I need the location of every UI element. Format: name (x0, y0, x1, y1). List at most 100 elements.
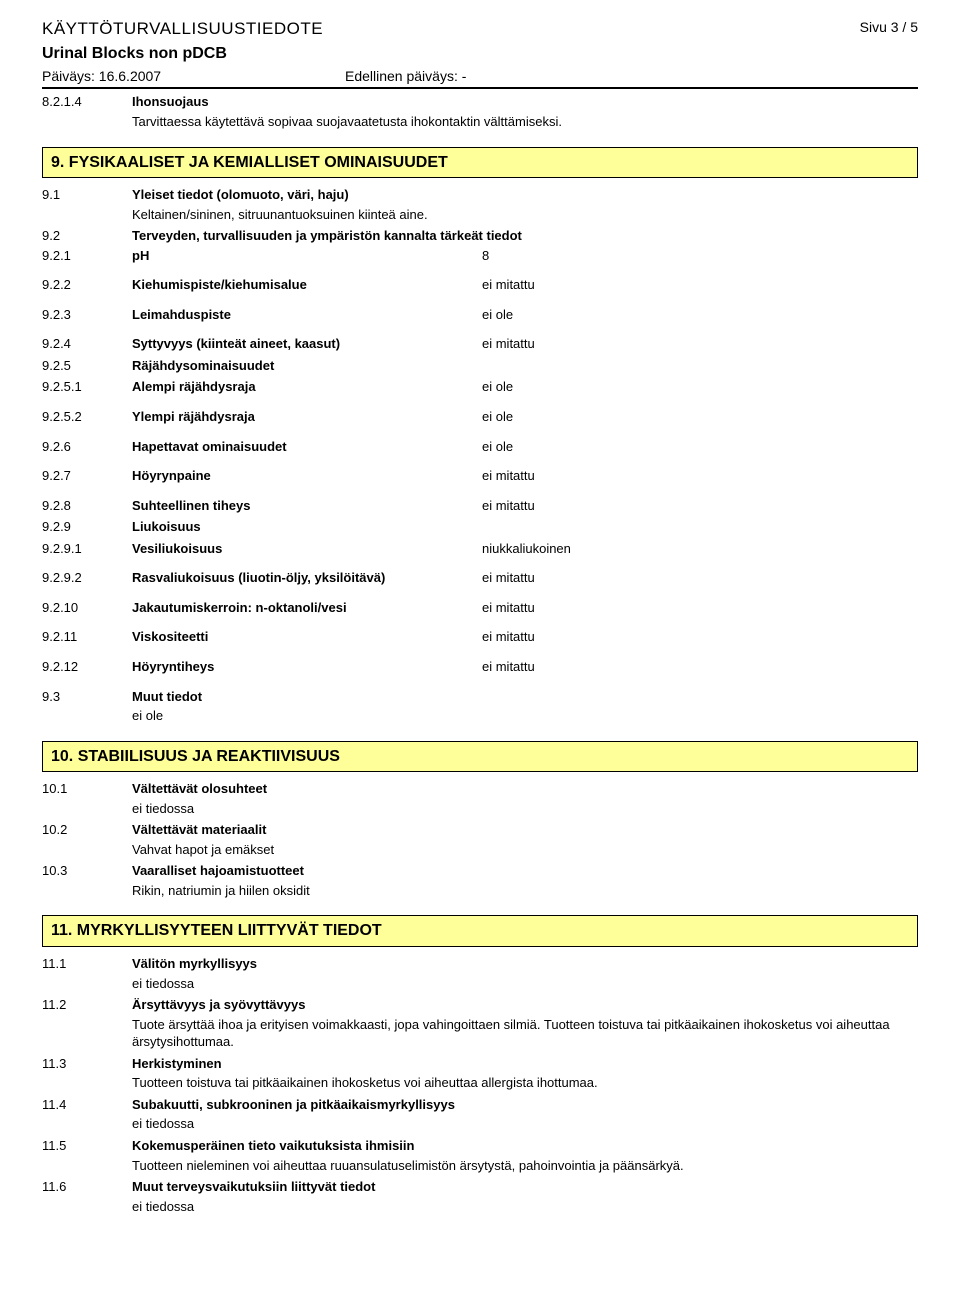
row-93: 9.3 Muut tiedot (42, 688, 918, 706)
value: ei ole (482, 408, 918, 426)
doc-title: KÄYTTÖTURVALLISUUSTIEDOTE (42, 18, 323, 41)
value: ei mitattu (482, 569, 918, 587)
num: 9.2.6 (42, 438, 132, 456)
num: 10.3 (42, 862, 132, 880)
subsection-text: ei tiedossa (132, 975, 918, 993)
property-row: 9.2.9.2Rasvaliukoisuus (liuotin-öljy, yk… (42, 569, 918, 587)
num: 9.2.5 (42, 357, 132, 375)
value: ei mitattu (482, 335, 918, 353)
value: 8 (482, 247, 918, 265)
label: Höyrynpaine (132, 467, 482, 485)
num: 9.2.1 (42, 247, 132, 265)
subsection-row: 11.3Herkistyminen (42, 1055, 918, 1073)
label: Räjähdysominaisuudet (132, 357, 482, 375)
subsection-text: Rikin, natriumin ja hiilen oksidit (132, 882, 918, 900)
value: ei mitattu (482, 658, 918, 676)
label: Välitön myrkyllisyys (132, 955, 918, 973)
property-row: 9.2.3Leimahduspisteei ole (42, 306, 918, 324)
subsection-text: ei tiedossa (132, 1198, 918, 1216)
subsection-row: 11.2Ärsyttävyys ja syövyttävyys (42, 996, 918, 1014)
property-row: 9.2.7Höyrynpaineei mitattu (42, 467, 918, 485)
label: Muut tiedot (132, 688, 918, 706)
value: ei mitattu (482, 467, 918, 485)
value: ei mitattu (482, 599, 918, 617)
num: 11.4 (42, 1096, 132, 1114)
property-row: 9.2.10Jakautumiskerroin: n-oktanoli/vesi… (42, 599, 918, 617)
value: ei ole (482, 438, 918, 456)
value: ei ole (482, 306, 918, 324)
label: Kokemusperäinen tieto vaikutuksista ihmi… (132, 1137, 918, 1155)
row-8214: 8.2.1.4 Ihonsuojaus (42, 93, 918, 111)
num: 9.2.9 (42, 518, 132, 536)
num: 11.1 (42, 955, 132, 973)
num: 11.6 (42, 1178, 132, 1196)
num: 11.5 (42, 1137, 132, 1155)
subsection-row: 11.1Välitön myrkyllisyys (42, 955, 918, 973)
num: 9.2.9.2 (42, 569, 132, 587)
label: Rasvaliukoisuus (liuotin-öljy, yksilöitä… (132, 569, 482, 587)
row-92: 9.2 Terveyden, turvallisuuden ja ympäris… (42, 227, 918, 245)
label: Hapettavat ominaisuudet (132, 438, 482, 456)
property-row: 9.2.12Höyryntiheysei mitattu (42, 658, 918, 676)
label: Vältettävät materiaalit (132, 821, 918, 839)
label: Viskositeetti (132, 628, 482, 646)
page-number: Sivu 3 / 5 (860, 18, 918, 37)
date-row: Päiväys: 16.6.2007 Edellinen päiväys: - (42, 67, 918, 90)
properties-table: 9.2.1pH89.2.2Kiehumispiste/kiehumisaluee… (42, 247, 918, 676)
num: 9.2.7 (42, 467, 132, 485)
label: Herkistyminen (132, 1055, 918, 1073)
label: Muut terveysvaikutuksiin liittyvät tiedo… (132, 1178, 918, 1196)
property-row: 9.2.11Viskositeettiei mitattu (42, 628, 918, 646)
num: 9.2.9.1 (42, 540, 132, 558)
text-8214: Tarvittaessa käytettävä sopivaa suojavaa… (132, 113, 918, 131)
label: Syttyvyys (kiinteät aineet, kaasut) (132, 335, 482, 353)
heading-section-11: 11. MYRKYLLISYYTEEN LIITTYVÄT TIEDOT (42, 915, 918, 947)
heading-section-9: 9. FYSIKAALISET JA KEMIALLISET OMINAISUU… (42, 147, 918, 179)
num: 11.3 (42, 1055, 132, 1073)
text-91: Keltainen/sininen, sitruunantuoksuinen k… (132, 206, 918, 224)
value: ei mitattu (482, 276, 918, 294)
property-row: 9.2.8Suhteellinen tiheysei mitattu (42, 497, 918, 515)
num: 9.2.5.2 (42, 408, 132, 426)
value (482, 518, 918, 536)
product-name: Urinal Blocks non pDCB (42, 43, 918, 65)
num: 9.2.10 (42, 599, 132, 617)
label: Terveyden, turvallisuuden ja ympäristön … (132, 227, 918, 245)
property-row: 9.2.6Hapettavat ominaisuudetei ole (42, 438, 918, 456)
property-row: 9.2.5Räjähdysominaisuudet (42, 357, 918, 375)
label: Ärsyttävyys ja syövyttävyys (132, 996, 918, 1014)
subsection-text: Tuotteen toistuva tai pitkäaikainen ihok… (132, 1074, 918, 1092)
num: 9.2.2 (42, 276, 132, 294)
subsection-text: Tuotteen nieleminen voi aiheuttaa ruuans… (132, 1157, 918, 1175)
label: Vältettävät olosuhteet (132, 780, 918, 798)
subsection-row: 11.6Muut terveysvaikutuksiin liittyvät t… (42, 1178, 918, 1196)
value (482, 357, 918, 375)
subsection-text: Vahvat hapot ja emäkset (132, 841, 918, 859)
value: ei mitattu (482, 628, 918, 646)
num: 10.1 (42, 780, 132, 798)
property-row: 9.2.1pH8 (42, 247, 918, 265)
num: 9.2.8 (42, 497, 132, 515)
label: Ylempi räjähdysraja (132, 408, 482, 426)
subsection-text: ei tiedossa (132, 800, 918, 818)
value: ei ole (482, 378, 918, 396)
num: 9.3 (42, 688, 132, 706)
num: 9.2.5.1 (42, 378, 132, 396)
label: pH (132, 247, 482, 265)
row-91: 9.1 Yleiset tiedot (olomuoto, väri, haju… (42, 186, 918, 204)
section-10-body: 10.1Vältettävät olosuhteet ei tiedossa 10.… (42, 780, 918, 899)
label: Suhteellinen tiheys (132, 497, 482, 515)
label: Jakautumiskerroin: n-oktanoli/vesi (132, 599, 482, 617)
section-11-body: 11.1Välitön myrkyllisyys ei tiedossa 11.2Ä… (42, 955, 918, 1215)
value: ei mitattu (482, 497, 918, 515)
value: niukkaliukoinen (482, 540, 918, 558)
num: 9.2 (42, 227, 132, 245)
num: 9.1 (42, 186, 132, 204)
label: Yleiset tiedot (olomuoto, väri, haju) (132, 186, 918, 204)
heading-section-10: 10. STABIILISUUS JA REAKTIIVISUUS (42, 741, 918, 773)
subsection-row: 11.5Kokemusperäinen tieto vaikutuksista … (42, 1137, 918, 1155)
subsection-row: 11.4Subakuutti, subkrooninen ja pitkäaik… (42, 1096, 918, 1114)
label: Höyryntiheys (132, 658, 482, 676)
label: Subakuutti, subkrooninen ja pitkäaikaism… (132, 1096, 918, 1114)
label: Ihonsuojaus (132, 93, 918, 111)
